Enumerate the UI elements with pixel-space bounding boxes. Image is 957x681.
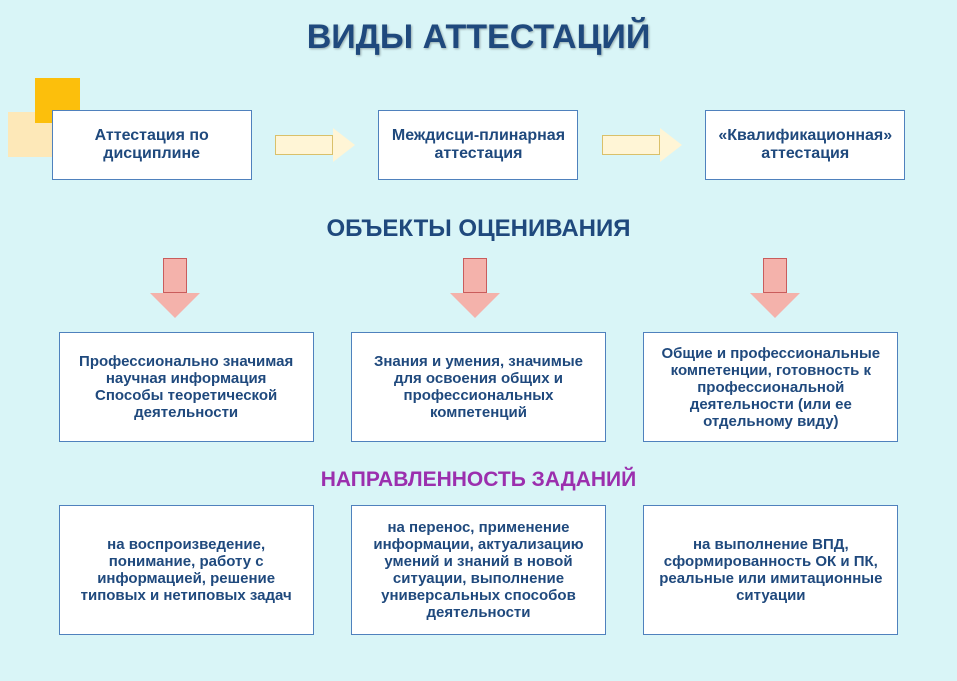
- attestation-box-2: «Квалификационная» аттестация: [705, 110, 905, 180]
- task-box-1: на перенос, применение информации, актуа…: [351, 505, 606, 635]
- page-title: ВИДЫ АТТЕСТАЦИЙ: [0, 0, 957, 57]
- attestation-box-0: Аттестация по дисциплине: [52, 110, 252, 180]
- attestation-box-1: Междисци-плинарная аттестация: [378, 110, 578, 180]
- object-box-0: Профессионально значимая научная информа…: [59, 332, 314, 442]
- tasks-row: на воспроизведение, понимание, работу с …: [0, 505, 957, 635]
- arrow-right-icon: [602, 128, 682, 162]
- objects-row: Профессионально значимая научная информа…: [0, 332, 957, 442]
- arrow-right-icon: [275, 128, 355, 162]
- arrow-down-icon: [150, 258, 200, 318]
- attestation-types-row: Аттестация по дисциплине Междисци-плинар…: [0, 110, 957, 180]
- task-box-0: на воспроизведение, понимание, работу с …: [59, 505, 314, 635]
- object-box-1: Знания и умения, значимые для освоения о…: [351, 332, 606, 442]
- section-header-objects: ОБЪЕКТЫ ОЦЕНИВАНИЯ: [0, 215, 957, 243]
- arrow-down-icon: [750, 258, 800, 318]
- section-header-tasks: НАПРАВЛЕННОСТЬ ЗАДАНИЙ: [0, 468, 957, 492]
- object-box-2: Общие и профессиональные компетенции, го…: [643, 332, 898, 442]
- arrow-down-icon: [450, 258, 500, 318]
- task-box-2: на выполнение ВПД, сформированность ОК и…: [643, 505, 898, 635]
